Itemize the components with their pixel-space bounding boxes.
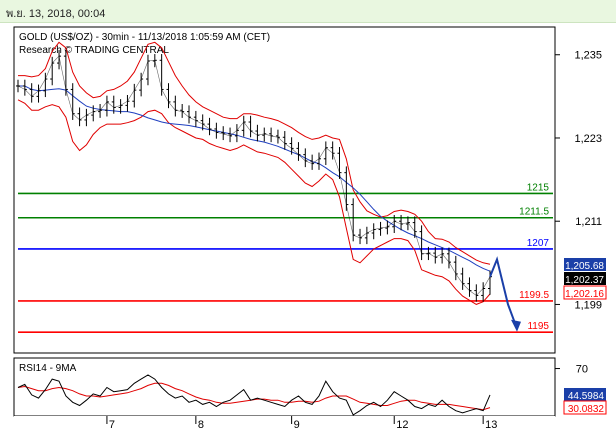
level-label: 1207 <box>527 238 550 249</box>
rsi-tag-box <box>564 388 606 401</box>
level-label: 1195 <box>527 321 549 332</box>
date-header-bar: พ.ย. 13, 2018, 00:04 <box>0 0 616 23</box>
y-tick-label: 1,223 <box>574 133 602 145</box>
price-tag-label: 1,202.37 <box>565 275 604 286</box>
date-header-text: พ.ย. 13, 2018, 00:04 <box>6 8 106 20</box>
x-tick-label: 7 <box>109 419 115 431</box>
rsi-y-tick-label: 70 <box>576 364 588 376</box>
x-tick-label: 9 <box>294 419 300 431</box>
rsi-tag-label: 44.5984 <box>568 391 605 402</box>
bollinger-upper-series <box>18 41 491 265</box>
forecast-arrow-head <box>511 319 521 332</box>
price-tag-box <box>564 258 606 271</box>
price-tag-label: 1,205.68 <box>565 261 604 272</box>
main-plot-area <box>13 26 556 354</box>
x-tick-label: 13 <box>485 419 497 431</box>
forecast-arrow-line <box>489 256 518 330</box>
chart-subtitle: Research © TRADING CENTRAL <box>19 45 169 56</box>
level-label: 1211.5 <box>519 207 549 218</box>
y-tick-label: 1,199 <box>574 299 602 311</box>
x-tick-label: 8 <box>198 419 204 431</box>
price-tag-box <box>563 285 607 300</box>
x-axis-strip <box>14 416 555 440</box>
price-tag-box <box>564 272 606 285</box>
rsi-title: RSI14 - 9MA <box>19 363 77 374</box>
rsi-series <box>17 374 491 416</box>
rsi-tag-box <box>563 400 607 415</box>
y-tick-label: 1,235 <box>574 50 602 62</box>
moving-average-series <box>18 85 491 272</box>
price-series <box>17 55 491 296</box>
bollinger-lower-series <box>17 99 491 305</box>
y-tick-label: 1,211 <box>575 216 602 228</box>
rsi-plot-area <box>13 357 556 417</box>
x-tick-label: 12 <box>396 419 408 431</box>
price-tag-label: 1,202.16 <box>565 289 604 300</box>
level-label: 1199.5 <box>519 290 549 301</box>
level-label: 1215 <box>527 182 550 193</box>
chart-title: GOLD (US$/OZ) - 30min - 11/13/2018 1:05:… <box>19 32 270 43</box>
rsi-tag-label: 30.0832 <box>568 404 605 415</box>
